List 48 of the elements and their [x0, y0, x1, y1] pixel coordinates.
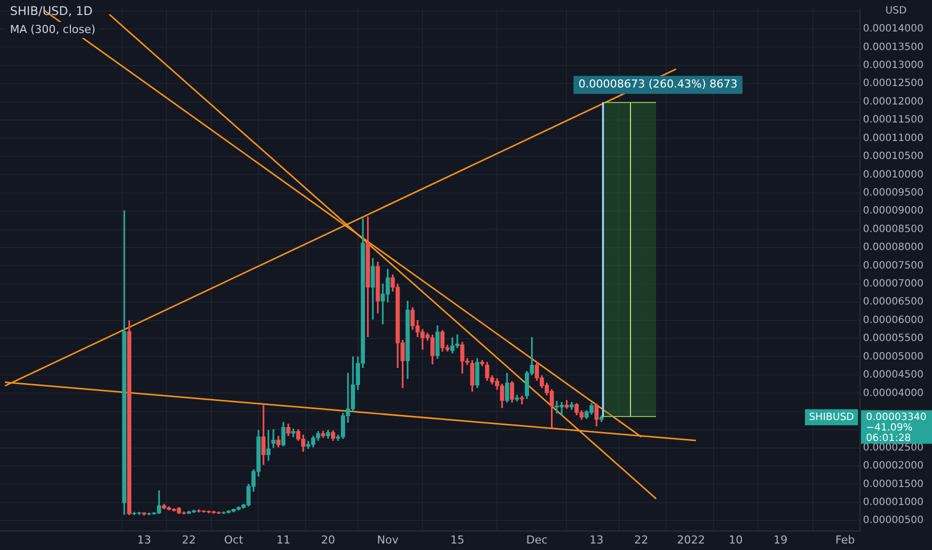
y-tick-label: 0.00009500 [863, 187, 924, 198]
x-tick-label: 15 [450, 533, 464, 546]
x-tick-label: Oct [224, 533, 244, 546]
y-tick-label: 0.00011000 [863, 132, 924, 144]
y-tick-label: 0.00013000 [863, 60, 924, 72]
y-tick-label: 0.00011500 [863, 114, 924, 126]
y-tick-label: 0.00012000 [863, 96, 924, 108]
y-tick-label: 0.00006500 [863, 296, 924, 308]
x-tick-label: Nov [377, 533, 399, 546]
y-tick-label: 0.00006000 [863, 314, 924, 326]
x-tick-label: Dec [526, 533, 548, 546]
y-tick-label: 0.00014000 [863, 24, 924, 35]
y-tick-label: 0.00005500 [863, 333, 924, 344]
x-tick-label: 11 [276, 533, 290, 546]
y-tick-label: 0.00007500 [863, 260, 924, 272]
x-tick-label: 19 [773, 533, 788, 546]
text: −41.09% [866, 422, 913, 434]
x-tick-label: 13 [590, 533, 604, 546]
y-tick-label: 0.00001500 [863, 478, 924, 490]
y-tick-label: 0.00009000 [863, 206, 924, 217]
annotation: SHIBUSD [808, 412, 854, 423]
x-tick-label: 2022 [676, 533, 705, 546]
x-tick-label: 22 [182, 533, 196, 546]
annotation: 0.00008673 (260.43%) 8673 [578, 78, 738, 91]
y-tick-label: 0.00004000 [863, 388, 924, 399]
x-tick-label: 10 [728, 533, 743, 546]
y-tick-label: 0.00002500 [863, 442, 924, 454]
y-tick-label: 0.00001000 [863, 496, 924, 508]
y-tick-label: 0.00004500 [863, 370, 924, 381]
y-tick-label: 0.00012500 [863, 78, 924, 90]
y-tick-label: 0.00010000 [863, 169, 924, 180]
chart-title: SHIB/USD, 1D [10, 4, 93, 18]
y-tick-label: 0.00013500 [863, 42, 924, 53]
x-tick-label: 13 [137, 533, 152, 546]
y-tick-label: 0.00002000 [863, 460, 924, 472]
x-tick-label: 22 [634, 533, 648, 546]
text: 06:01:28 [866, 432, 911, 444]
y-tick-label: 0.00008000 [863, 242, 924, 254]
y-tick-label: 0.00008500 [863, 224, 924, 235]
y-tick-label: 0.00000500 [863, 515, 924, 526]
y-axis-title: USD [885, 6, 907, 17]
x-tick-label: Feb [835, 533, 855, 546]
annotation: MA (300, close) [10, 22, 96, 36]
x-tick-label: 20 [321, 533, 336, 546]
y-tick-label: 0.00010500 [863, 151, 924, 162]
y-tick-label: 0.00005000 [863, 351, 924, 362]
y-tick-label: 0.00007000 [863, 278, 924, 290]
text: 0.00003340 [866, 412, 926, 423]
